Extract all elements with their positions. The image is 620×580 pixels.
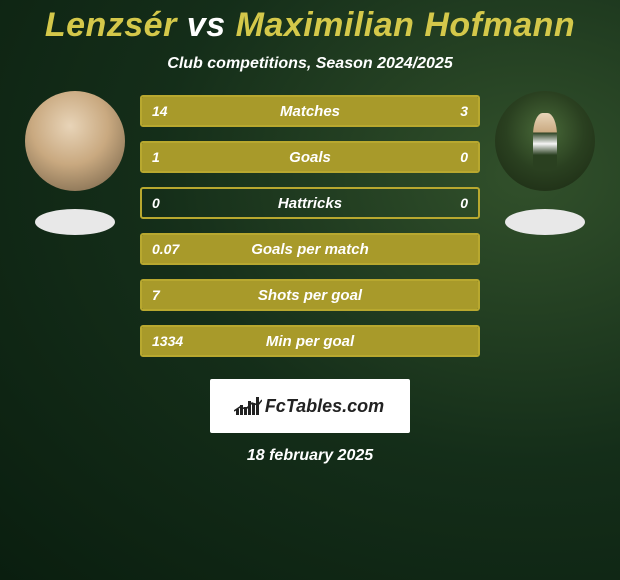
stat-value-right: 0 — [460, 195, 468, 211]
stat-bar: 7Shots per goal — [140, 279, 480, 311]
main-row: 14Matches31Goals00Hattricks00.07Goals pe… — [0, 91, 620, 357]
player-left-col — [10, 91, 140, 235]
player-left-avatar — [25, 91, 125, 191]
chart-icon — [236, 397, 259, 415]
stat-label: Hattricks — [142, 195, 478, 212]
stat-bar: 0.07Goals per match — [140, 233, 480, 265]
stats-column: 14Matches31Goals00Hattricks00.07Goals pe… — [140, 91, 480, 357]
player-right-avatar — [495, 91, 595, 191]
title-player2: Maximilian Hofmann — [236, 6, 576, 44]
stat-label: Matches — [142, 103, 478, 120]
stat-label: Min per goal — [142, 333, 478, 350]
stat-label: Goals — [142, 149, 478, 166]
stat-bar: 14Matches3 — [140, 95, 480, 127]
content-root: Lenzsér vs Maximilian Hofmann Club compe… — [0, 0, 620, 580]
page-title: Lenzsér vs Maximilian Hofmann — [45, 6, 575, 45]
stat-value-right: 0 — [460, 149, 468, 165]
stat-label: Shots per goal — [142, 287, 478, 304]
stat-bar: 1334Min per goal — [140, 325, 480, 357]
stat-label: Goals per match — [142, 241, 478, 258]
title-player1: Lenzsér — [45, 6, 177, 44]
branding-box: FcTables.com — [210, 379, 410, 433]
subtitle: Club competitions, Season 2024/2025 — [167, 55, 452, 73]
player-right-flag — [505, 209, 585, 235]
stat-bar: 0Hattricks0 — [140, 187, 480, 219]
title-vs: vs — [187, 6, 226, 44]
player-left-flag — [35, 209, 115, 235]
branding-text: FcTables.com — [265, 396, 384, 417]
player-right-col — [480, 91, 610, 235]
stat-value-right: 3 — [460, 103, 468, 119]
stat-bar: 1Goals0 — [140, 141, 480, 173]
date-label: 18 february 2025 — [247, 447, 373, 465]
